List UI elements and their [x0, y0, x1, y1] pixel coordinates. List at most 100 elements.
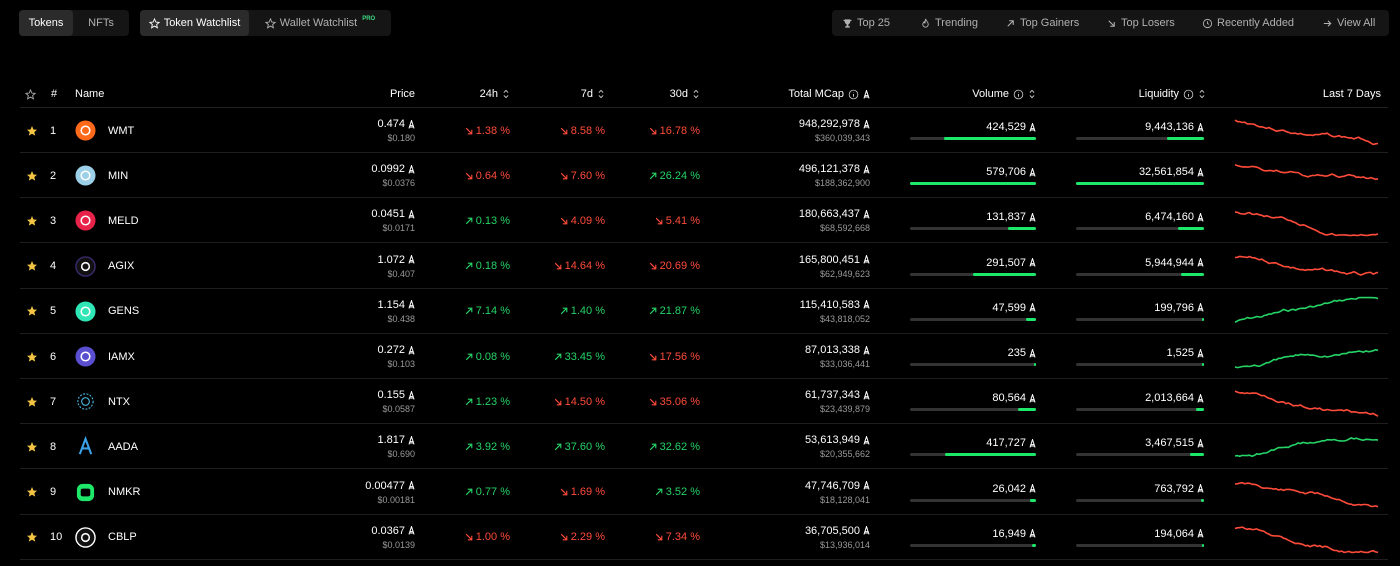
tab-tokens[interactable]: Tokens: [19, 10, 73, 36]
price-usd: $0.0587: [382, 404, 415, 415]
agix-logo: [75, 244, 97, 289]
ada-symbol-icon: [1029, 212, 1036, 222]
sort-icon: [693, 89, 699, 99]
token-symbol-link[interactable]: AGIX: [108, 260, 135, 273]
table-row[interactable]: 10 CBLP 0.0367 $0.0139 1.00 % 2.29 % 7.34 % 36,…: [20, 515, 1388, 560]
mcap-cell: 115,410,583 $43,818,052: [740, 289, 870, 334]
mcap-usd: $20,355,662: [819, 449, 870, 460]
arrow-down-right-icon: [649, 262, 656, 270]
tab-wallet-watchlist[interactable]: Wallet Watchlist PRO: [249, 10, 391, 36]
rank: 1: [50, 124, 57, 137]
volume-value: 131,837: [986, 211, 1026, 224]
arrow-up-right-icon: [554, 443, 561, 451]
table-row[interactable]: 6 IAMX 0.272 $0.103 0.08 % 33.45 % 17.56 % 87,0…: [20, 334, 1388, 379]
mcap-cell: 165,800,451 $62,949,623: [740, 244, 870, 289]
arrow-down-right-icon: [560, 217, 568, 225]
price-usd: $0.180: [387, 133, 415, 143]
token-symbol-link[interactable]: CBLP: [108, 531, 137, 544]
volume-value: 291,507: [986, 256, 1026, 269]
liquidity-value: 1,525: [1166, 347, 1194, 359]
liquidity-bar-fill: [1178, 227, 1204, 231]
token-symbol-link[interactable]: WMT: [108, 124, 135, 137]
table-row[interactable]: 4 AGIX 1.072 $0.407 0.18 % 14.64 % 20.69 % 165,…: [20, 244, 1388, 289]
watchlist-column-header[interactable]: [25, 80, 36, 108]
price-usd: $0.00181: [377, 494, 415, 505]
filter-recently-added[interactable]: Recently Added: [1202, 10, 1294, 36]
watchlist-star-button[interactable]: [26, 244, 39, 289]
token-symbol-link[interactable]: NTX: [108, 395, 130, 408]
liquidity-bar: [1076, 498, 1204, 502]
total-mcap-header[interactable]: Total MCap: [740, 80, 870, 108]
arrow-down-right-icon: [554, 262, 561, 270]
mcap-ada: 948,292,978: [798, 118, 860, 130]
watchlist-star-button[interactable]: [26, 198, 39, 243]
table-row[interactable]: 3 MELD 0.0451 $0.0171 0.13 % 4.09 % 5.41 % 180,…: [20, 198, 1388, 244]
change-7d-arrow: [554, 443, 562, 451]
mcap-cell: 61,737,343 $23,439,879: [740, 379, 870, 424]
watchlist-star-button[interactable]: [26, 289, 39, 334]
watchlist-star-button[interactable]: [26, 379, 39, 424]
watchlist-star-button[interactable]: [26, 153, 39, 198]
change-30d: 7.34 %: [610, 515, 700, 560]
liquidity-header[interactable]: Liquidity: [1080, 80, 1206, 108]
volume-header[interactable]: Volume: [920, 80, 1036, 108]
watchlist-star-button[interactable]: [26, 424, 39, 469]
change-30d: 16.78 %: [610, 108, 700, 153]
mcap-ada: 87,013,338: [804, 344, 860, 356]
filter-bar: Top 25 Trending Top Gainers Top Losers R…: [832, 10, 1389, 36]
change-7d: 14.64 %: [515, 244, 605, 289]
volume-cell: 417,727: [910, 424, 1036, 469]
change-7d-header[interactable]: 7d: [515, 80, 605, 108]
filter-recently-added-label: Recently Added: [1217, 17, 1295, 29]
price-header: Price: [389, 88, 415, 100]
change-30d-header[interactable]: 30d: [610, 80, 700, 108]
ada-symbol-icon: [408, 209, 415, 219]
filter-view-all[interactable]: View All: [1322, 10, 1375, 36]
tab-token-watchlist[interactable]: Token Watchlist: [140, 10, 249, 36]
token-symbol-link[interactable]: AADA: [108, 440, 138, 453]
filter-top-losers[interactable]: Top Losers: [1106, 10, 1175, 36]
tab-nfts[interactable]: NFTs: [88, 17, 114, 29]
volume-bar: [910, 317, 1036, 321]
mcap-ada: 496,121,378: [798, 163, 860, 176]
table-row[interactable]: 5 GENS 1.154 $0.438 7.14 % 1.40 % 21.87 % 115,4…: [20, 289, 1388, 334]
change-7d-arrow: [560, 488, 568, 496]
table-row[interactable]: 7 NTX 0.155 $0.0587 1.23 % 14.50 % 35.06 % 61,7…: [20, 379, 1388, 425]
watchlist-star-button[interactable]: [26, 470, 39, 515]
filter-top-25-label: Top 25: [857, 17, 891, 29]
filter-top-losers-label: Top Losers: [1121, 17, 1175, 29]
liquidity-bar: [1076, 272, 1204, 276]
filter-top-25[interactable]: Top 25: [842, 10, 890, 36]
filter-trending[interactable]: Trending: [920, 10, 978, 36]
table-row[interactable]: 2 MIN 0.0992 $0.0376 0.64 % 7.60 % 26.24 % 496,…: [20, 153, 1388, 199]
liquidity-cell: 3,467,515: [1076, 424, 1204, 469]
token-symbol-link[interactable]: MELD: [108, 214, 139, 227]
volume-value: 235: [1007, 347, 1026, 359]
ada-symbol-icon: [408, 345, 415, 355]
mcap-ada: 115,410,583: [799, 298, 860, 311]
change-30d-value: 16.78 %: [659, 124, 700, 137]
token-symbol-link[interactable]: IAMX: [108, 350, 135, 363]
table-row[interactable]: 1 WMT 0.474 $0.180 1.38 % 8.58 % 16.78 % 948,29…: [20, 108, 1388, 153]
change-7d: 8.58 %: [515, 108, 605, 153]
filter-top-gainers[interactable]: Top Gainers: [1005, 10, 1079, 36]
change-24h-value: 1.38 %: [475, 124, 510, 137]
change-24h-header[interactable]: 24h: [420, 80, 510, 108]
watchlist-star-button[interactable]: [26, 515, 39, 560]
sparkline-7d: [1230, 424, 1383, 469]
table-row[interactable]: 9 NMKR 0.00477 $0.00181 0.77 % 1.69 % 3.52 % 47…: [20, 470, 1388, 515]
arrow-up-right-icon: [649, 307, 656, 315]
table-row[interactable]: 8 AADA 1.817 $0.690 3.92 % 37.60 % 32.62 % 53,6…: [20, 424, 1388, 470]
token-symbol-link[interactable]: MIN: [108, 169, 129, 182]
token-symbol-link[interactable]: NMKR: [108, 486, 141, 499]
token-symbol-link[interactable]: GENS: [108, 305, 140, 318]
mcap-usd: $13,936,014: [819, 539, 870, 550]
ada-symbol-icon: [863, 345, 870, 355]
watchlist-star-button[interactable]: [26, 108, 39, 153]
change-30d: 21.87 %: [610, 289, 700, 334]
ada-symbol-icon: [863, 481, 870, 490]
ada-symbol-icon: [408, 255, 415, 264]
watchlist-star-button[interactable]: [26, 334, 39, 379]
liquidity-cell: 5,944,944: [1076, 244, 1204, 289]
volume-bar-fill: [1034, 363, 1036, 366]
